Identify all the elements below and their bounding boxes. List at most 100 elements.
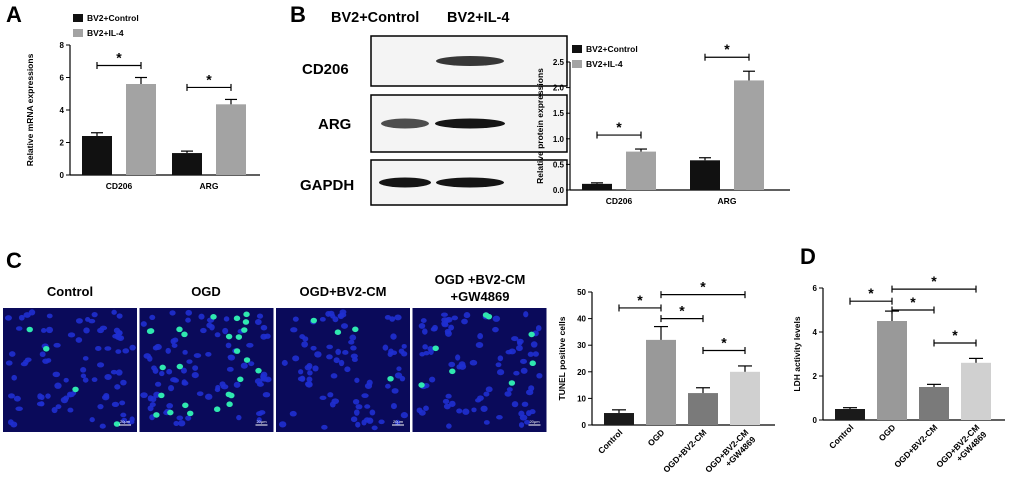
micro-nucleus-1-77 <box>172 378 179 383</box>
micro-label-ogd-cm-gw-line1: OGD +BV2-CM <box>435 272 526 287</box>
micro-nucleus-3-11 <box>461 318 468 325</box>
panel-letter-b: B <box>290 2 306 27</box>
micro-nucleus-0-81 <box>89 417 95 423</box>
micro-nucleus-0-25 <box>5 360 13 366</box>
micro-nucleus-2-44 <box>326 354 333 360</box>
micro-nucleus-0-84 <box>113 327 121 334</box>
chart-c-category-label-2-line-0: OGD+BV2-CM <box>661 427 708 474</box>
micro-nucleus-0-14 <box>11 374 18 381</box>
micro-tunel-cell-2-1 <box>352 326 359 333</box>
micro-nucleus-2-71 <box>401 343 407 349</box>
micro-nucleus-1-61 <box>204 393 213 400</box>
micro-nucleus-3-15 <box>492 326 499 333</box>
micro-nucleus-1-42 <box>180 367 187 374</box>
micro-scale-label-0: 20μm <box>120 419 131 424</box>
micro-nucleus-3-27 <box>492 315 501 322</box>
micro-nucleus-1-69 <box>261 377 269 382</box>
micro-tunel-cell-1-16 <box>225 391 232 398</box>
micro-nucleus-2-62 <box>326 344 333 350</box>
micro-nucleus-1-11 <box>225 342 232 349</box>
chart-d-significance-1-star: * <box>910 294 916 310</box>
chart-c-y-tick-label-4: 40 <box>577 315 586 324</box>
micro-tunel-cell-1-25 <box>213 406 221 413</box>
micro-nucleus-1-29 <box>140 321 147 327</box>
chart-c-significance-1-star: * <box>679 303 685 319</box>
micro-nucleus-3-66 <box>456 408 463 414</box>
micro-nucleus-0-43 <box>115 349 122 354</box>
micro-tunel-cell-1-21 <box>225 333 233 340</box>
micro-nucleus-0-67 <box>91 312 98 318</box>
micro-nucleus-3-23 <box>520 367 528 374</box>
chart-b-category-label-1: ARG <box>718 196 737 206</box>
micro-nucleus-0-71 <box>110 369 118 375</box>
micro-nucleus-1-20 <box>220 384 229 390</box>
chart-c-y-axis-title: TUNEL positive cells <box>557 316 567 400</box>
micro-nucleus-1-37 <box>192 365 199 371</box>
micro-nucleus-1-2 <box>186 359 193 364</box>
micro-tunel-cell-1-11 <box>167 409 174 416</box>
chart-c-category-label-0: Control <box>596 427 624 455</box>
micro-nucleus-3-73 <box>520 358 528 364</box>
micro-nucleus-1-46 <box>236 414 242 421</box>
chart-d-significance-0-star: * <box>868 285 874 301</box>
micro-nucleus-3-22 <box>423 405 429 411</box>
micro-nucleus-3-63 <box>419 351 425 357</box>
micro-nucleus-3-26 <box>536 372 543 379</box>
chart-c-y-tick-label-5: 50 <box>577 288 586 297</box>
micro-nucleus-3-67 <box>458 361 466 368</box>
micro-tunel-cell-1-3 <box>176 363 184 370</box>
micro-nucleus-0-10 <box>91 377 98 383</box>
micro-nucleus-1-38 <box>147 395 154 402</box>
panel-letter-c: C <box>6 248 22 273</box>
micro-nucleus-3-57 <box>422 328 428 335</box>
micro-tunel-cell-1-10 <box>226 401 233 408</box>
micro-tunel-cell-1-13 <box>176 326 183 333</box>
micrographs: Control OGD OGD+BV2-CM OGD +BV2-CM +GW48… <box>3 272 547 432</box>
micro-nucleus-2-34 <box>290 327 298 333</box>
micro-nucleus-1-12 <box>173 420 180 426</box>
micro-nucleus-2-38 <box>353 409 360 416</box>
micro-nucleus-2-66 <box>355 404 363 410</box>
micro-tunel-cell-0-2 <box>113 421 121 427</box>
micro-nucleus-0-65 <box>82 356 89 361</box>
chart-c-bar-1 <box>646 339 676 425</box>
chart-b-legend-swatch-1 <box>572 60 582 68</box>
micro-nucleus-2-24 <box>384 315 392 320</box>
micro-nucleus-0-69 <box>55 404 62 410</box>
micro-nucleus-0-77 <box>60 396 69 404</box>
chart-b-significance-0-star: * <box>616 119 622 135</box>
micro-nucleus-3-48 <box>471 407 477 413</box>
micro-nucleus-0-19 <box>53 342 61 348</box>
micro-nucleus-1-33 <box>178 420 186 427</box>
micro-nucleus-3-80 <box>530 341 538 348</box>
micro-nucleus-2-36 <box>349 334 357 341</box>
micro-nucleus-2-26 <box>342 349 349 355</box>
micro-nucleus-1-71 <box>264 333 271 339</box>
micro-nucleus-2-46 <box>281 359 288 366</box>
chart-b-significance-1-star: * <box>724 41 730 57</box>
micro-nucleus-3-19 <box>483 391 490 397</box>
micro-nucleus-2-53 <box>348 339 355 345</box>
micro-nucleus-0-9 <box>120 412 127 418</box>
chart-c-category-label-1: OGD <box>646 427 667 448</box>
micro-nucleus-1-82 <box>260 324 268 331</box>
chart-c-significance-3-star: * <box>721 335 727 351</box>
micro-nucleus-3-83 <box>475 341 484 349</box>
chart-d-category-label-1-line-0: OGD <box>877 422 898 443</box>
micro-nucleus-1-83 <box>165 347 171 354</box>
micro-tunel-cell-0-1 <box>72 386 79 393</box>
micro-tile-1 <box>139 308 274 432</box>
chart-b-bar-1-0 <box>690 160 720 190</box>
chart-b-bar-0-1 <box>626 151 656 190</box>
micro-nucleus-1-80 <box>185 317 191 323</box>
micro-nucleus-1-62 <box>258 410 266 415</box>
micro-nucleus-2-0 <box>298 369 304 375</box>
micro-nucleus-3-62 <box>469 359 478 366</box>
micro-tunel-cell-2-3 <box>310 317 317 324</box>
chart-b-bar-0-0 <box>582 183 612 190</box>
micro-nucleus-3-72 <box>477 395 484 401</box>
micro-nucleus-0-48 <box>111 401 120 408</box>
micro-tunel-cell-2-2 <box>387 375 394 382</box>
chart-c-y-tick-label-2: 20 <box>577 368 586 377</box>
